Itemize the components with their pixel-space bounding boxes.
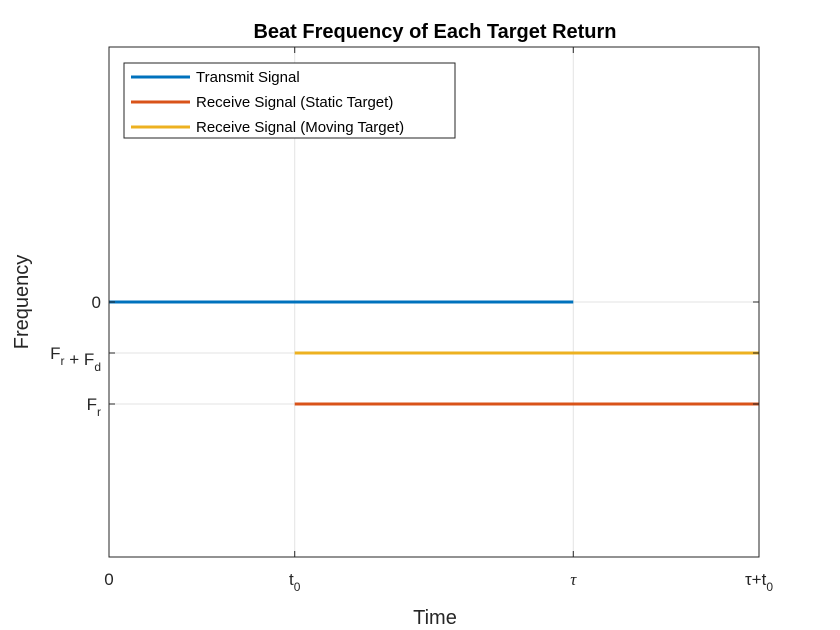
chart-title: Beat Frequency of Each Target Return bbox=[253, 21, 616, 43]
x-tick-label: 0 bbox=[104, 570, 113, 589]
x-tick-label: τ bbox=[570, 570, 577, 589]
y-tick-label: 0 bbox=[92, 293, 101, 312]
legend-label-3: Receive Signal (Moving Target) bbox=[196, 119, 404, 136]
legend-label-2: Receive Signal (Static Target) bbox=[196, 94, 393, 111]
legend-label-1: Transmit Signal bbox=[196, 69, 300, 86]
x-tick-label: t0 bbox=[289, 570, 301, 594]
axis-ticks: 0 t0 τ τ+t0 0 Fr + Fd Fr bbox=[50, 47, 773, 594]
y-axis-label: Frequency bbox=[11, 255, 33, 350]
legend: Transmit Signal Receive Signal (Static Ta… bbox=[123, 62, 456, 139]
y-tick-label: Fr bbox=[87, 395, 101, 419]
x-tick-label: τ+t0 bbox=[745, 570, 773, 594]
series-lines bbox=[109, 300, 759, 406]
x-axis-label: Time bbox=[413, 607, 457, 629]
y-tick-label: Fr + Fd bbox=[50, 344, 101, 374]
